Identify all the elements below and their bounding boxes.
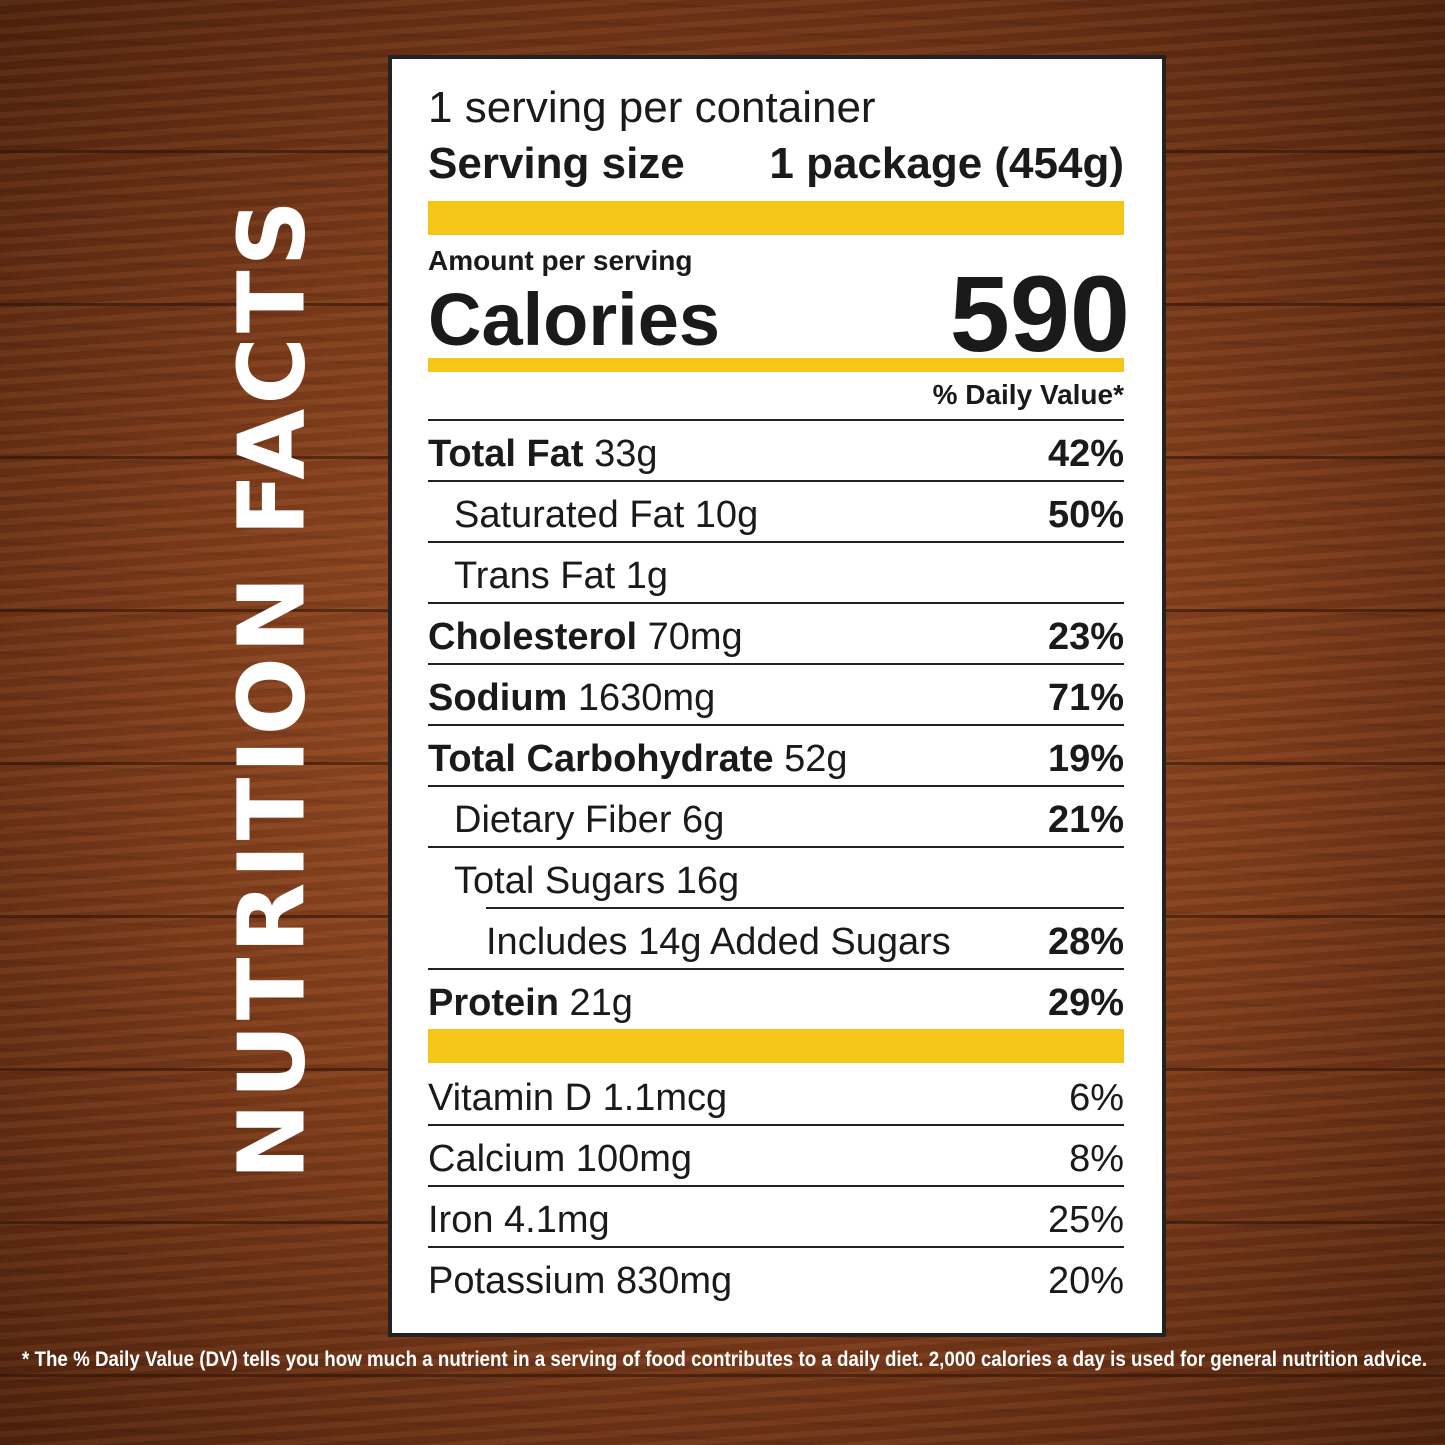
- nutrient-amount: 1630mg: [577, 677, 716, 719]
- nutrient-name: Saturated Fat 10g: [454, 494, 759, 536]
- vitamin-row-vitamin-d: Vitamin D 1.1mcg 6%: [428, 1063, 1124, 1124]
- nutrient-name: Dietary Fiber 6g: [454, 799, 725, 841]
- vitamin-name: Potassium 830mg: [428, 1260, 733, 1302]
- nutrient-amount: 33g: [594, 433, 658, 475]
- vitamin-name: Vitamin D 1.1mcg: [428, 1077, 728, 1119]
- amount-per-serving: Amount per serving: [428, 245, 693, 276]
- vitamin-row-calcium: Calcium 100mg 8%: [428, 1124, 1124, 1185]
- vitamin-dv: 6%: [1069, 1077, 1124, 1119]
- calories-value: 590: [949, 253, 1130, 374]
- nutrient-row-cholesterol: Cholesterol 70mg 23%: [428, 602, 1124, 663]
- nutrient-dv: 21%: [1047, 799, 1124, 841]
- nutrient-row-trans-fat: Trans Fat 1g: [428, 541, 1124, 602]
- vitamin-name: Calcium 100mg: [428, 1138, 692, 1180]
- nutrient-name: Cholesterol: [428, 616, 638, 658]
- nutrient-dv: 23%: [1047, 616, 1124, 658]
- nutrient-dv: 50%: [1047, 494, 1124, 536]
- vitamin-dv: 25%: [1047, 1199, 1124, 1241]
- nutrient-row-total-sugars: Total Sugars 16g: [428, 846, 1124, 907]
- yellow-divider-top: [428, 201, 1124, 235]
- nutrient-row-added-sugars: Includes 14g Added Sugars 28%: [486, 907, 1124, 968]
- nutrient-name: Includes 14g Added Sugars: [486, 921, 951, 963]
- nutrient-row-total-carbohydrate: Total Carbohydrate 52g 19%: [428, 724, 1124, 785]
- daily-value-footnote: * The % Daily Value (DV) tells you how m…: [22, 1348, 1428, 1371]
- nutrient-name: Protein: [428, 982, 559, 1024]
- nutrient-dv: 71%: [1047, 677, 1124, 719]
- nutrient-dv: 28%: [1047, 921, 1124, 963]
- yellow-divider-calories: [428, 358, 1124, 372]
- nutrient-amount: 21g: [569, 982, 633, 1024]
- nutrient-name: Total Fat: [428, 433, 584, 475]
- calories-label: Calories: [428, 278, 721, 361]
- nutrient-dv: 19%: [1047, 738, 1124, 780]
- serving-size-label: Serving size: [428, 139, 685, 188]
- daily-value-header: % Daily Value*: [932, 379, 1124, 410]
- vitamin-name: Iron 4.1mg: [428, 1199, 610, 1241]
- nutrient-row-saturated-fat: Saturated Fat 10g 50%: [428, 480, 1124, 541]
- vitamin-row-potassium: Potassium 830mg 20%: [428, 1246, 1124, 1307]
- nutrient-name: Total Sugars 16g: [454, 860, 740, 902]
- vitamin-row-iron: Iron 4.1mg 25%: [428, 1185, 1124, 1246]
- servings-per-container: 1 serving per container: [428, 83, 876, 132]
- nutrient-row-total-fat: Total Fat 33g 42%: [428, 419, 1124, 480]
- nutrient-row-sodium: Sodium 1630mg 71%: [428, 663, 1124, 724]
- nutrient-row-protein: Protein 21g 29%: [428, 968, 1124, 1029]
- vitamin-dv: 20%: [1047, 1260, 1124, 1302]
- nutrient-name: Sodium: [428, 677, 568, 719]
- nutrition-facts-title: NUTRITION FACTS: [218, 196, 326, 1180]
- vitamin-dv: 8%: [1069, 1138, 1124, 1180]
- yellow-divider-vitamins: [428, 1029, 1124, 1063]
- serving-size-value: 1 package (454g): [769, 139, 1124, 188]
- nutrient-dv: 29%: [1047, 982, 1124, 1024]
- nutrient-amount: 70mg: [647, 616, 743, 658]
- nutrient-name: Total Carbohydrate: [428, 738, 774, 780]
- nutrient-dv: 42%: [1047, 433, 1124, 475]
- nutrient-row-dietary-fiber: Dietary Fiber 6g 21%: [428, 785, 1124, 846]
- nutrition-label-panel: 1 serving per container Serving size 1 p…: [388, 55, 1166, 1337]
- serving-size: Serving size 1 package (454g): [428, 139, 1124, 189]
- nutrient-amount: 52g: [784, 738, 848, 780]
- nutrient-name: Trans Fat 1g: [454, 555, 669, 597]
